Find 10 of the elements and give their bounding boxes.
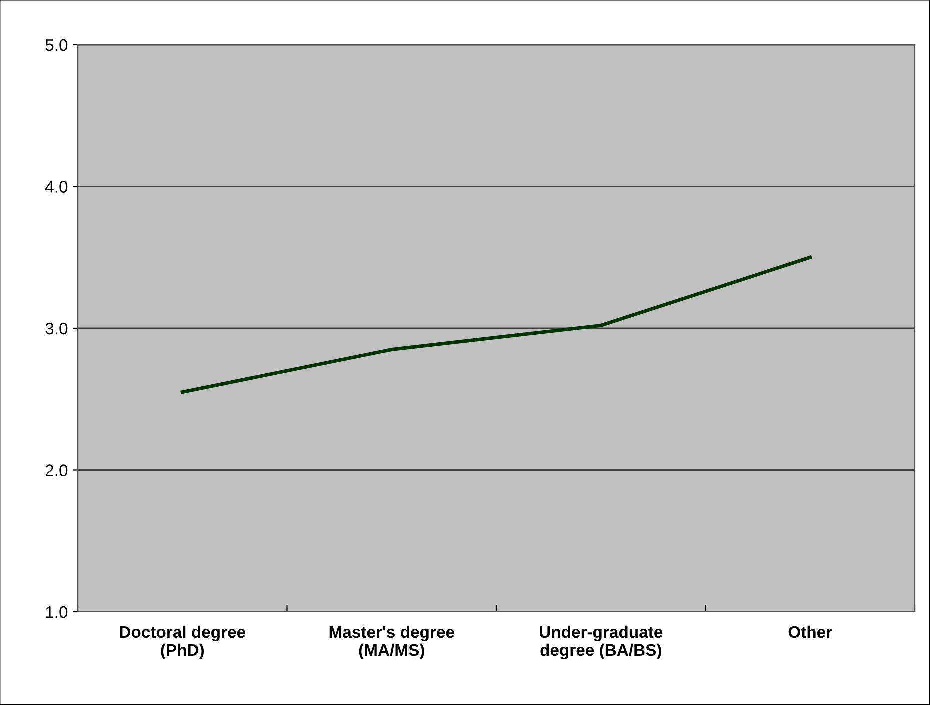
x-tick-label: Doctoral degree (PhD) xyxy=(120,626,246,660)
x-tick-label: Other xyxy=(788,626,832,638)
y-tick-label: 4.0 xyxy=(45,181,68,193)
y-tick-label: 2.0 xyxy=(46,464,68,476)
y-tick-label: 5.0 xyxy=(46,39,68,52)
x-tick-label: Master's degree (MA/MS) xyxy=(330,626,454,660)
x-tick-label: Under-graduate degree (BA/BS) xyxy=(540,626,663,660)
line-series xyxy=(180,256,812,394)
y-tick-label: 3.0 xyxy=(46,322,68,335)
y-tick-label: 1.0 xyxy=(46,606,68,618)
